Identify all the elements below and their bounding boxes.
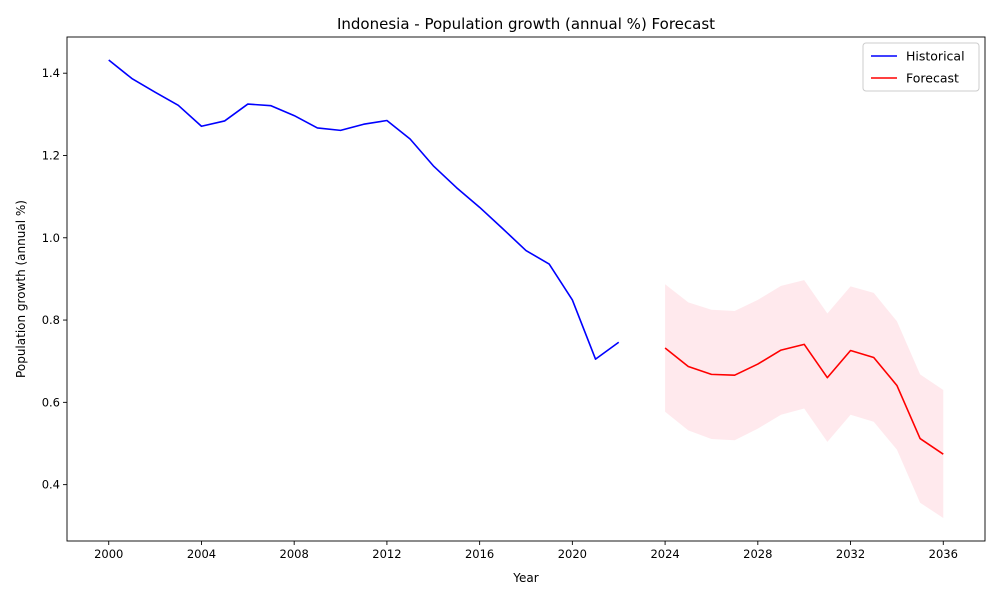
plot-area: 2000 2004 2008 2012 2016 2020 2024 2028 2032 2036… (42, 36, 986, 561)
x-tick-label: 2028 (743, 547, 772, 561)
y-tick-label: 0.4 (42, 478, 60, 492)
y-tick-label: 0.8 (42, 313, 60, 327)
x-tick-label: 2000 (94, 547, 123, 561)
y-tick-label: 1.4 (42, 66, 60, 80)
y-axis-label: Population growth (annual %) (14, 200, 28, 378)
legend-label-forecast: Forecast (906, 71, 959, 86)
confidence-band (665, 280, 944, 518)
series-line-historical (108, 59, 620, 360)
legend: Historical Forecast (862, 42, 980, 92)
y-tick-label: 0.6 (42, 395, 60, 409)
y-tick-label: 1.0 (42, 231, 60, 245)
x-tick-label: 2024 (650, 547, 679, 561)
y-tick-label: 1.2 (42, 148, 60, 162)
plot-frame (66, 36, 986, 542)
x-tick-label: 2008 (280, 547, 309, 561)
chart-title: Indonesia - Population growth (annual %)… (337, 15, 715, 33)
x-tick-label: 2016 (465, 547, 494, 561)
x-tick-label: 2020 (558, 547, 587, 561)
legend-label-historical: Historical (906, 49, 965, 64)
x-tick-label: 2004 (187, 547, 216, 561)
legend-box (862, 42, 980, 92)
x-axis-label: Year (512, 571, 538, 585)
series-line-forecast (664, 343, 944, 455)
x-tick-label: 2032 (836, 547, 865, 561)
x-tick-label: 2012 (372, 547, 401, 561)
x-tick-label: 2036 (929, 547, 958, 561)
